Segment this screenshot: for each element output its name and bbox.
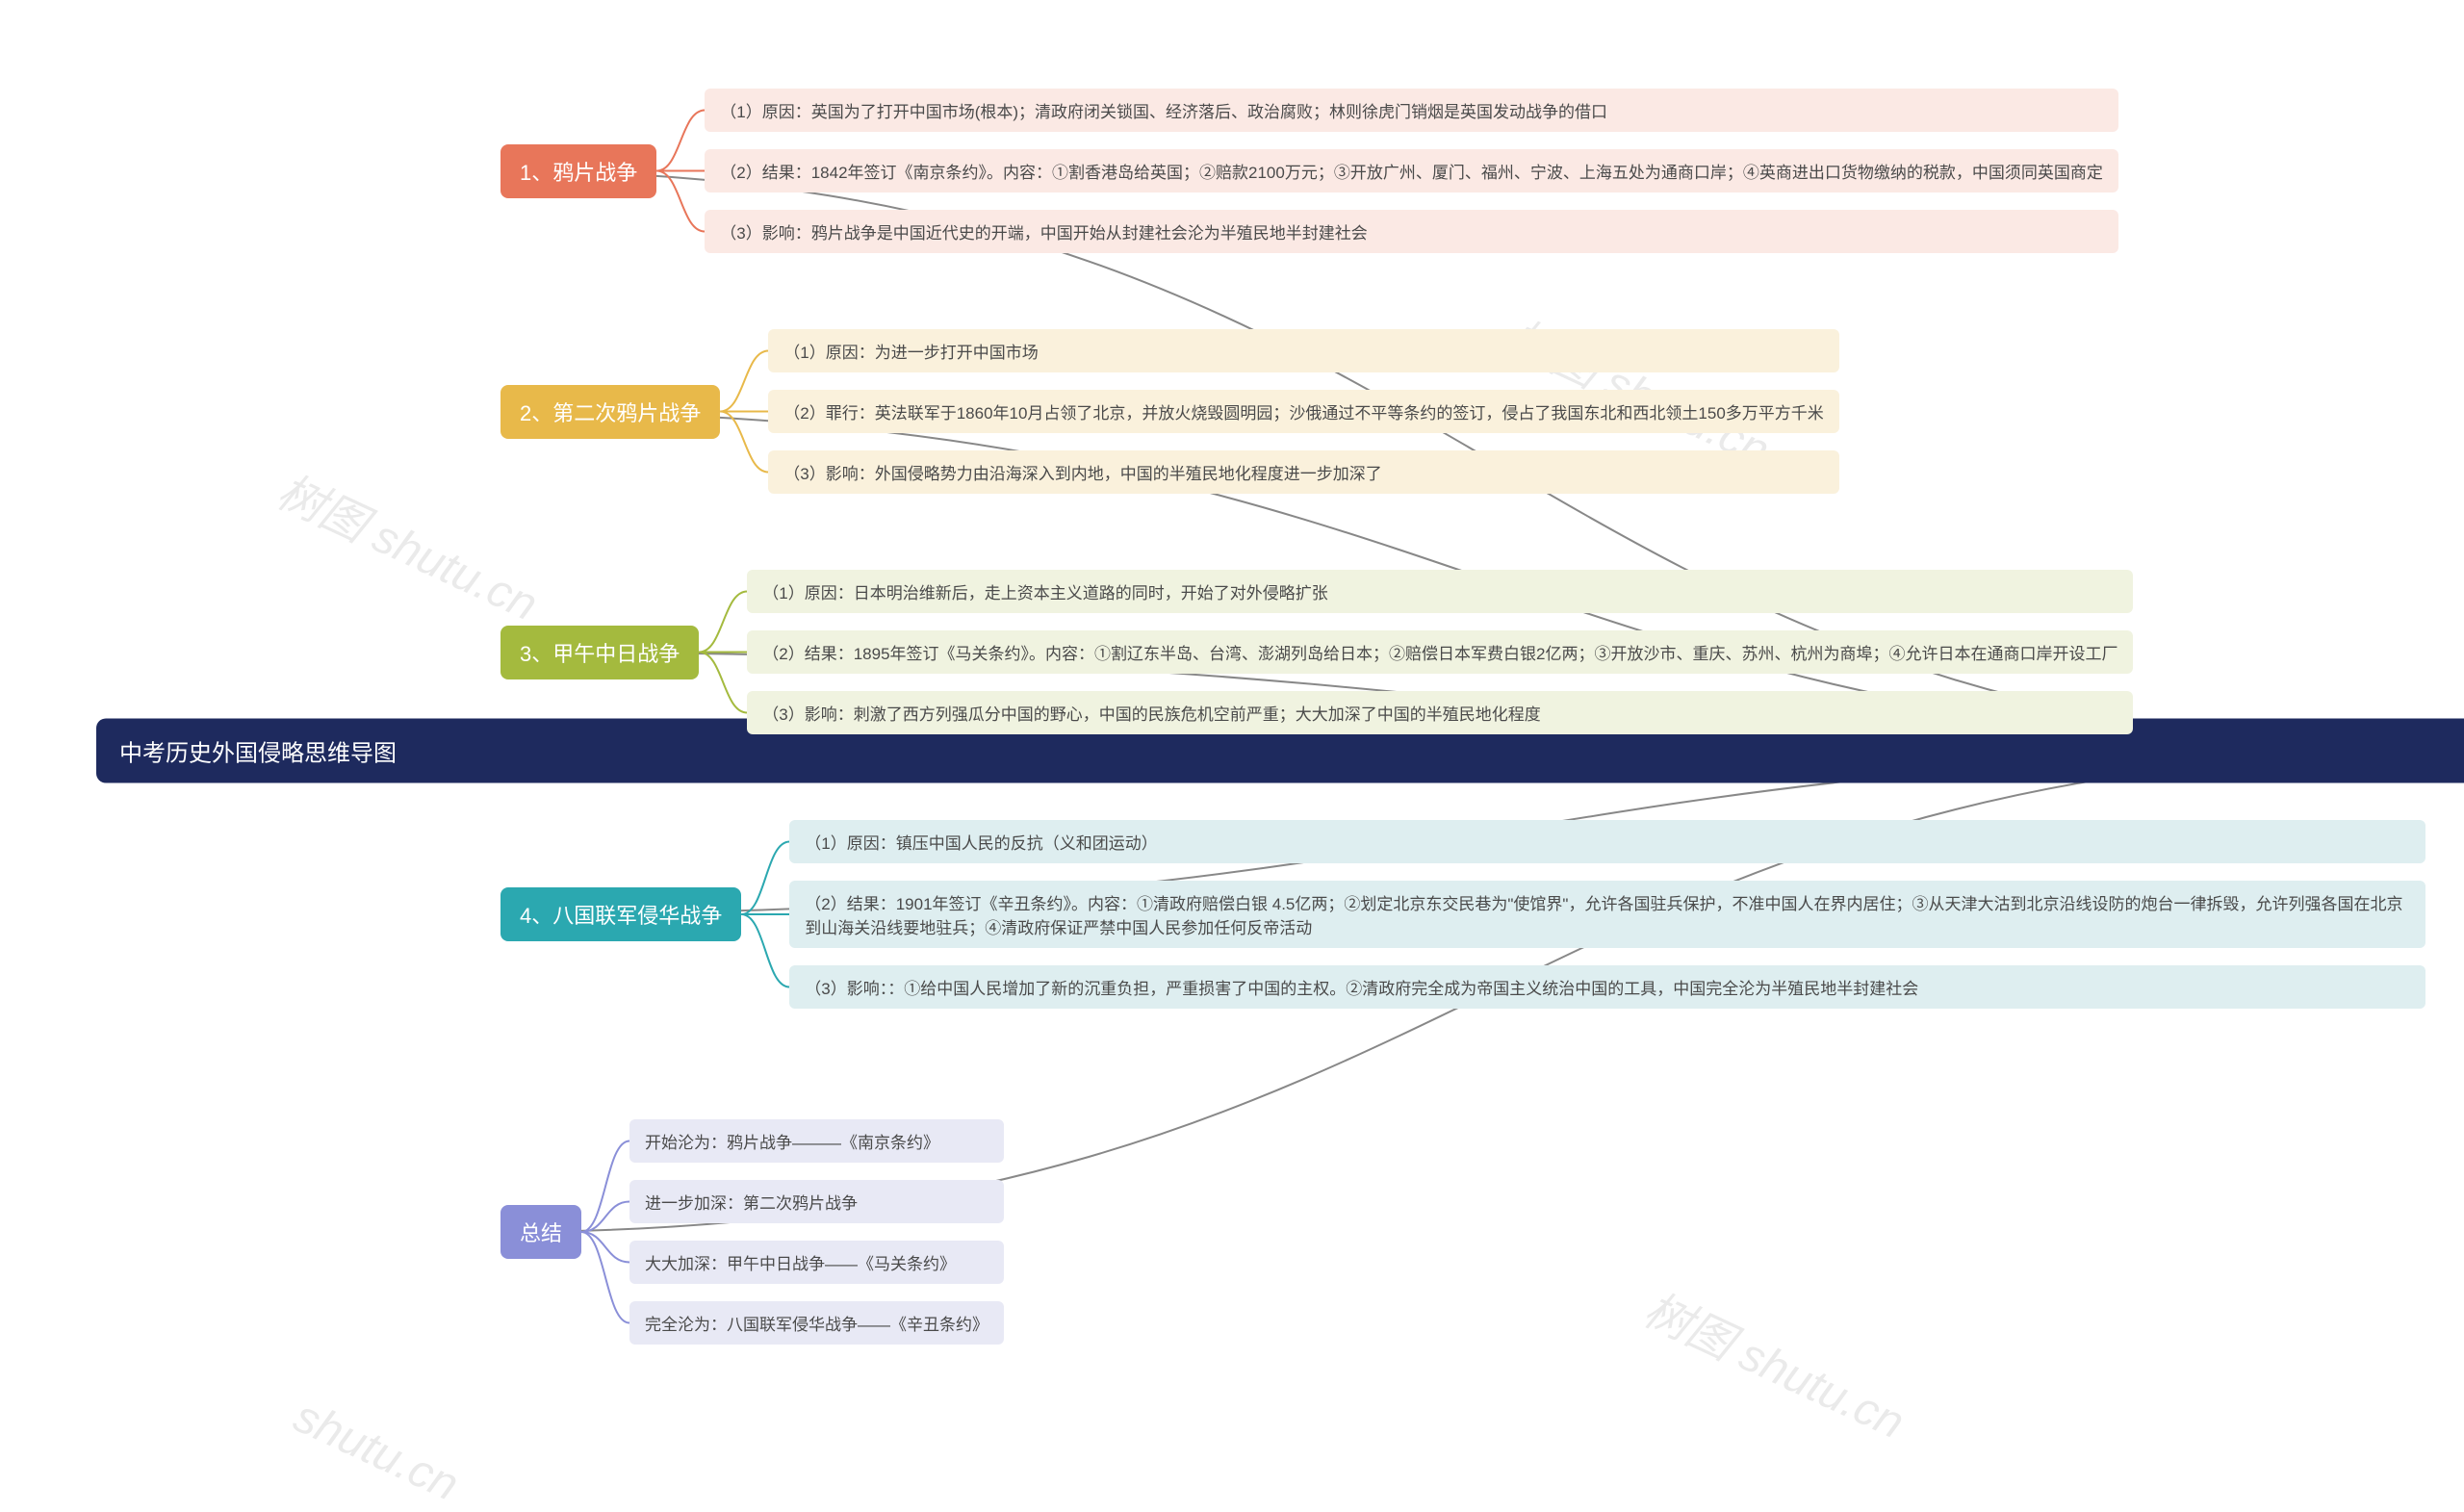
leaf-b3-2: （3）影响：刺激了西方列强瓜分中国的野心，中国的民族危机空前严重；大大加深了中国…: [747, 691, 2133, 734]
branch-node-b1: 1、鸦片战争: [500, 144, 656, 198]
leaf-b4-1: （2）结果：1901年签订《辛丑条约》。内容：①清政府赔偿白银 4.5亿两；②划…: [789, 881, 2426, 948]
branch-b3: 3、甲午中日战争 （1）原因：日本明治维新后，走上资本主义道路的同时，开始了对外侵…: [500, 570, 2133, 734]
branch-b4: 4、八国联军侵华战争 （1）原因：镇压中国人民的反抗（义和团运动） （2）结果：19…: [500, 820, 2426, 1009]
leaf-b5-0: 开始沦为：鸦片战争———《南京条约》: [629, 1119, 1004, 1163]
leaf-b1-2: （3）影响：鸦片战争是中国近代史的开端，中国开始从封建社会沦为半殖民地半封建社会: [705, 210, 2118, 253]
leaves-b5: 开始沦为：鸦片战争———《南京条约》进一步加深：第二次鸦片战争大大加深：甲午中日…: [629, 1119, 1004, 1345]
branch-node-b2: 2、第二次鸦片战争: [500, 385, 720, 439]
leaves-b4: （1）原因：镇压中国人民的反抗（义和团运动） （2）结果：1901年签订《辛丑条约…: [789, 820, 2426, 1009]
leaf-b4-0: （1）原因：镇压中国人民的反抗（义和团运动）: [789, 820, 2426, 863]
leaf-b2-0: （1）原因：为进一步打开中国市场: [768, 329, 1839, 372]
branch-b2: 2、第二次鸦片战争 （1）原因：为进一步打开中国市场 （2）罪行：英法联军于1860…: [500, 329, 1839, 494]
leaf-b5-2: 大大加深：甲午中日战争——《马关条约》: [629, 1241, 1004, 1284]
branch-b5: 总结开始沦为：鸦片战争———《南京条约》进一步加深：第二次鸦片战争大大加深：甲午…: [500, 1119, 1004, 1345]
leaf-b1-1: （2）结果：1842年签订《南京条约》。内容：①割香港岛给英国；②赔款2100万…: [705, 149, 2118, 192]
leaf-b4-2: （3）影响：：①给中国人民增加了新的沉重负担，严重损害了中国的主权。②清政府完全…: [789, 965, 2426, 1009]
branch-node-b4: 4、八国联军侵华战争: [500, 887, 741, 941]
leaf-b1-0: （1）原因：英国为了打开中国市场(根本)；清政府闭关锁国、经济落后、政治腐败；林…: [705, 89, 2118, 132]
leaf-b2-2: （3）影响：外国侵略势力由沿海深入到内地，中国的半殖民地化程度进一步加深了: [768, 450, 1839, 494]
branch-node-b5: 总结: [500, 1205, 581, 1259]
leaf-b5-1: 进一步加深：第二次鸦片战争: [629, 1180, 1004, 1223]
leaf-b2-1: （2）罪行：英法联军于1860年10月占领了北京，并放火烧毁圆明园；沙俄通过不平…: [768, 390, 1839, 433]
branch-b1: 1、鸦片战争 （1）原因：英国为了打开中国市场(根本)；清政府闭关锁国、经济落后、…: [500, 89, 2118, 253]
leaf-b3-0: （1）原因：日本明治维新后，走上资本主义道路的同时，开始了对外侵略扩张: [747, 570, 2133, 613]
leaves-b1: （1）原因：英国为了打开中国市场(根本)；清政府闭关锁国、经济落后、政治腐败；林…: [705, 89, 2118, 253]
leaves-b3: （1）原因：日本明治维新后，走上资本主义道路的同时，开始了对外侵略扩张 （2）结果…: [747, 570, 2133, 734]
leaf-b5-3: 完全沦为：八国联军侵华战争——《辛丑条约》: [629, 1301, 1004, 1345]
watermark-3: shutu.cn: [286, 1390, 467, 1512]
leaf-b3-1: （2）结果：1895年签订《马关条约》。内容：①割辽东半岛、台湾、澎湖列岛给日本…: [747, 630, 2133, 674]
watermark-2: 树图 shutu.cn: [1635, 1272, 1917, 1451]
branch-node-b3: 3、甲午中日战争: [500, 626, 699, 679]
leaves-b2: （1）原因：为进一步打开中国市场 （2）罪行：英法联军于1860年10月占领了北京…: [768, 329, 1839, 494]
mindmap-container: 中考历史外国侵略思维导图 1、鸦片战争（1）原因：英国为了打开中国市场(根本)；…: [0, 0, 2464, 1474]
